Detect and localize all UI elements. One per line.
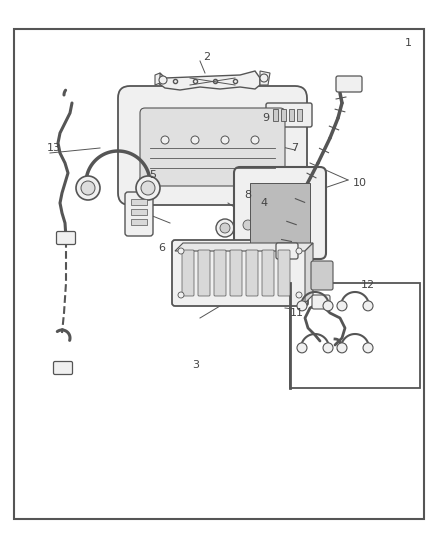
Text: 12: 12: [361, 280, 375, 290]
Circle shape: [337, 343, 347, 353]
Circle shape: [251, 136, 259, 144]
FancyBboxPatch shape: [131, 219, 147, 225]
Circle shape: [243, 220, 253, 230]
Circle shape: [178, 292, 184, 298]
FancyBboxPatch shape: [297, 109, 302, 121]
Text: 9: 9: [262, 113, 269, 123]
FancyBboxPatch shape: [125, 192, 153, 236]
FancyBboxPatch shape: [131, 209, 147, 215]
FancyBboxPatch shape: [289, 109, 294, 121]
FancyBboxPatch shape: [118, 86, 307, 205]
Circle shape: [363, 343, 373, 353]
FancyBboxPatch shape: [250, 183, 310, 243]
FancyBboxPatch shape: [57, 231, 75, 245]
FancyBboxPatch shape: [131, 199, 147, 205]
Text: 10: 10: [353, 178, 367, 188]
Text: 2: 2: [203, 52, 211, 62]
FancyBboxPatch shape: [311, 261, 333, 290]
Circle shape: [239, 216, 257, 234]
Circle shape: [260, 74, 268, 82]
Circle shape: [297, 301, 307, 311]
FancyBboxPatch shape: [262, 250, 274, 296]
Text: 4: 4: [261, 198, 268, 208]
Polygon shape: [305, 243, 313, 303]
FancyBboxPatch shape: [230, 250, 242, 296]
Circle shape: [221, 136, 229, 144]
Circle shape: [216, 219, 234, 237]
FancyBboxPatch shape: [53, 361, 73, 375]
Circle shape: [81, 181, 95, 195]
Circle shape: [363, 301, 373, 311]
FancyBboxPatch shape: [172, 240, 308, 306]
Circle shape: [161, 136, 169, 144]
Polygon shape: [260, 71, 270, 85]
Text: 8: 8: [244, 190, 251, 200]
Circle shape: [178, 248, 184, 254]
Text: 6: 6: [159, 243, 166, 253]
FancyBboxPatch shape: [278, 250, 290, 296]
FancyBboxPatch shape: [214, 250, 226, 296]
Text: 7: 7: [291, 143, 299, 153]
Circle shape: [296, 292, 302, 298]
Circle shape: [191, 136, 199, 144]
FancyBboxPatch shape: [234, 167, 326, 259]
Circle shape: [141, 181, 155, 195]
Polygon shape: [158, 71, 260, 90]
Circle shape: [76, 176, 100, 200]
Circle shape: [136, 176, 160, 200]
Text: 5: 5: [149, 170, 156, 180]
Circle shape: [296, 248, 302, 254]
Text: 13: 13: [47, 143, 61, 153]
Circle shape: [323, 343, 333, 353]
Circle shape: [159, 76, 167, 84]
FancyBboxPatch shape: [266, 103, 312, 127]
Circle shape: [337, 301, 347, 311]
Polygon shape: [175, 243, 313, 251]
Polygon shape: [155, 73, 160, 85]
FancyBboxPatch shape: [140, 108, 285, 186]
Circle shape: [297, 343, 307, 353]
FancyBboxPatch shape: [246, 250, 258, 296]
Text: 3: 3: [192, 360, 199, 370]
Circle shape: [323, 301, 333, 311]
Text: 11: 11: [290, 308, 304, 318]
Text: 1: 1: [405, 38, 411, 48]
FancyBboxPatch shape: [182, 250, 194, 296]
FancyBboxPatch shape: [273, 109, 278, 121]
Circle shape: [220, 223, 230, 233]
FancyBboxPatch shape: [276, 243, 298, 259]
FancyBboxPatch shape: [281, 109, 286, 121]
FancyBboxPatch shape: [336, 76, 362, 92]
Bar: [290, 283, 420, 388]
FancyBboxPatch shape: [312, 295, 330, 309]
FancyBboxPatch shape: [198, 250, 210, 296]
